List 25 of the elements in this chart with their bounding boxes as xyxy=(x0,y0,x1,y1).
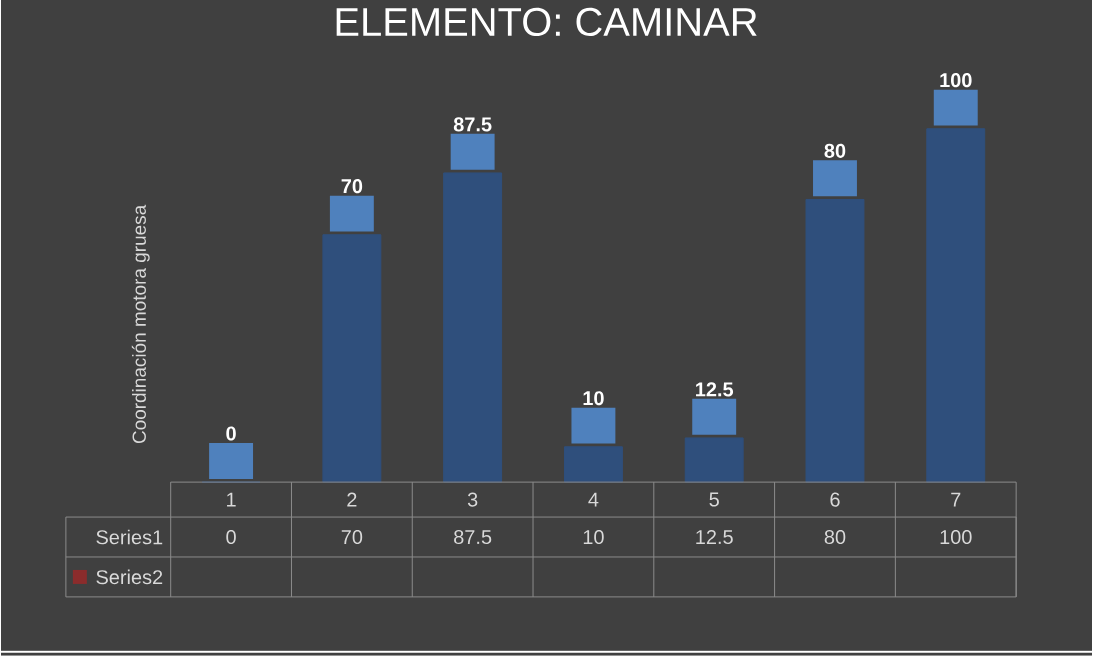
text: Series1 xyxy=(96,529,163,545)
x-tick-label: 1 xyxy=(227,492,236,507)
data-label: 100 xyxy=(940,530,972,545)
text: 80 xyxy=(824,143,846,158)
text: 10 xyxy=(583,391,604,406)
x-tick-label: 7 xyxy=(951,492,961,507)
text: 70 xyxy=(341,179,363,194)
data-label: 87.5 xyxy=(454,530,492,545)
legend-label: Series2 xyxy=(96,569,163,585)
chart-title: ELEMENTO: CAMINAR xyxy=(336,7,757,37)
x-tick-label: 2 xyxy=(347,492,357,507)
data-label: 0 xyxy=(226,530,236,545)
text: 100 xyxy=(940,73,972,88)
x-tick-label: 5 xyxy=(709,492,719,507)
data-label: 12.5 xyxy=(696,530,733,545)
y-axis-title: Coordinación motora gruesa xyxy=(131,204,150,444)
text: 87.5 xyxy=(453,117,492,132)
text: 12.5 xyxy=(696,382,734,397)
text: 0 xyxy=(226,426,236,441)
x-tick-label: 4 xyxy=(588,492,599,507)
x-tick-label: 3 xyxy=(467,492,478,507)
x-tick-label: 6 xyxy=(830,492,840,507)
data-label: 80 xyxy=(824,530,846,545)
data-label: 10 xyxy=(583,530,604,545)
data-label: 70 xyxy=(341,530,363,545)
